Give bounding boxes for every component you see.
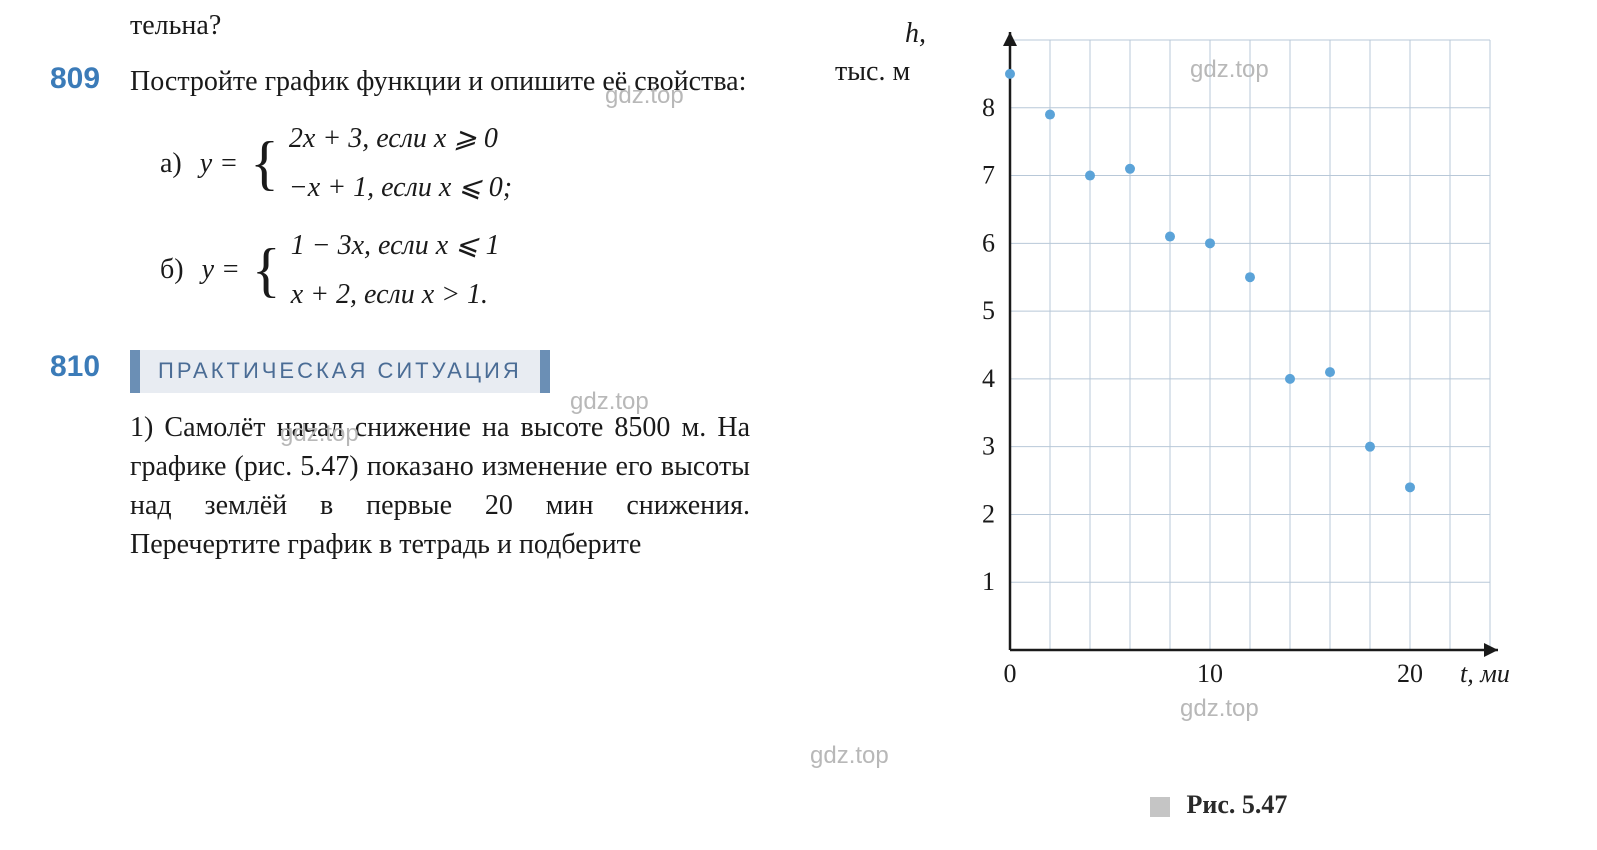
svg-text:4: 4 [982, 364, 995, 393]
problem-body: Постройте график функции и опишите её св… [130, 62, 750, 332]
problem-text: Постройте график функции и опишите её св… [130, 62, 750, 101]
svg-text:8: 8 [982, 93, 995, 122]
chart-svg: 1 2 3 4 5 6 7 8 0 10 20 t, мин [950, 10, 1510, 710]
problem-body: ПРАКТИЧЕСКАЯ СИТУАЦИЯ 1) Самолёт начал с… [130, 350, 750, 565]
formula-a: а) y = { 2x + 3, если x ⩾ 0 −x + 1, если… [160, 119, 750, 207]
brace-icon: { [250, 139, 279, 187]
problem-number: 810 [50, 350, 130, 565]
formula-lhs-a: y = [200, 144, 238, 183]
svg-text:6: 6 [982, 228, 995, 257]
svg-text:2: 2 [982, 499, 995, 528]
figure-marker-icon [1150, 797, 1170, 817]
figure-label: Рис. 5.47 [1150, 790, 1287, 820]
y-axis-label-unit: тыс. м [835, 56, 910, 88]
situation-badge: ПРАКТИЧЕСКАЯ СИТУАЦИЯ [130, 350, 550, 393]
formula-lhs-b: y = [202, 250, 240, 289]
svg-text:3: 3 [982, 432, 995, 461]
svg-text:5: 5 [982, 296, 995, 325]
svg-text:1: 1 [982, 567, 995, 596]
problem-809: 809 Постройте график функции и опишите е… [50, 62, 750, 332]
svg-text:0: 0 [1004, 659, 1017, 688]
y-axis-label-h: h, [905, 18, 926, 50]
formula-label-b: б) [160, 250, 184, 289]
fragment-text: тельна? [130, 10, 750, 42]
figure-label-text: Рис. 5.47 [1187, 790, 1288, 819]
svg-text:20: 20 [1397, 659, 1423, 688]
right-column: h, тыс. м 1 2 3 4 5 6 7 8 0 10 20 t, мин Рис. 5.47 [780, 0, 1597, 850]
piece-b2: x + 2, если x > 1. [291, 275, 500, 314]
formula-label-a: а) [160, 144, 182, 183]
problem-text: 1) Самолёт начал снижение на высоте 8500… [130, 408, 750, 565]
brace-icon: { [252, 246, 281, 294]
formula-b: б) y = { 1 − 3x, если x ⩽ 1 x + 2, если … [160, 226, 750, 314]
left-column: тельна? 809 Постройте график функции и о… [0, 0, 780, 850]
svg-text:t, мин: t, мин [1460, 659, 1510, 688]
svg-text:10: 10 [1197, 659, 1223, 688]
page: тельна? 809 Постройте график функции и о… [0, 0, 1597, 850]
piece-b1: 1 − 3x, если x ⩽ 1 [291, 226, 500, 265]
scatter-chart: 1 2 3 4 5 6 7 8 0 10 20 t, мин [950, 10, 1510, 710]
piece-a2: −x + 1, если x ⩽ 0; [289, 168, 512, 207]
piecewise-a: 2x + 3, если x ⩾ 0 −x + 1, если x ⩽ 0; [289, 119, 512, 207]
svg-text:7: 7 [982, 161, 995, 190]
piece-a1: 2x + 3, если x ⩾ 0 [289, 119, 512, 158]
problem-number: 809 [50, 62, 130, 332]
problem-810: 810 ПРАКТИЧЕСКАЯ СИТУАЦИЯ 1) Самолёт нач… [50, 350, 750, 565]
piecewise-b: 1 − 3x, если x ⩽ 1 x + 2, если x > 1. [291, 226, 500, 314]
